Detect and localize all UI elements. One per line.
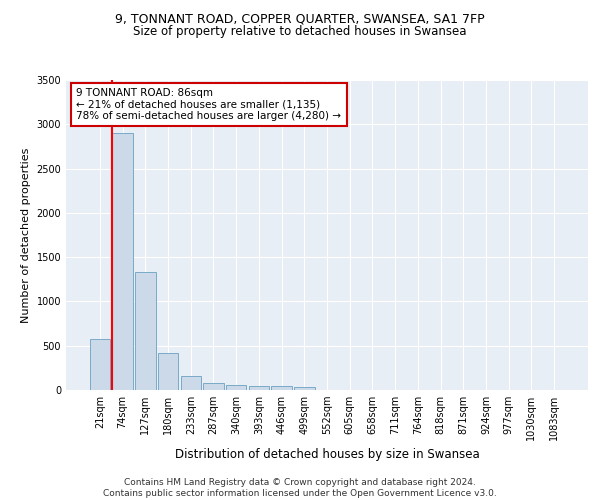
Bar (226, 385, 247, 390)
Bar (135, 272, 155, 390)
Bar (248, 386, 269, 390)
Text: 9 TONNANT ROAD: 86sqm
← 21% of detached houses are smaller (1,135)
78% of semi-d: 9 TONNANT ROAD: 86sqm ← 21% of detached … (76, 88, 341, 121)
Text: 9, TONNANT ROAD, COPPER QUARTER, SWANSEA, SA1 7FP: 9, TONNANT ROAD, COPPER QUARTER, SWANSEA… (115, 12, 485, 26)
Y-axis label: Number of detached properties: Number of detached properties (21, 148, 31, 322)
Bar (158, 353, 178, 390)
Bar (271, 386, 292, 390)
Bar (294, 387, 314, 390)
Text: Contains HM Land Registry data © Crown copyright and database right 2024.
Contai: Contains HM Land Registry data © Crown c… (103, 478, 497, 498)
Bar (112, 133, 133, 390)
X-axis label: Distribution of detached houses by size in Swansea: Distribution of detached houses by size … (175, 448, 479, 462)
Bar (203, 383, 224, 390)
Text: Size of property relative to detached houses in Swansea: Size of property relative to detached ho… (133, 25, 467, 38)
Bar (90, 338, 110, 390)
Bar (181, 376, 201, 390)
